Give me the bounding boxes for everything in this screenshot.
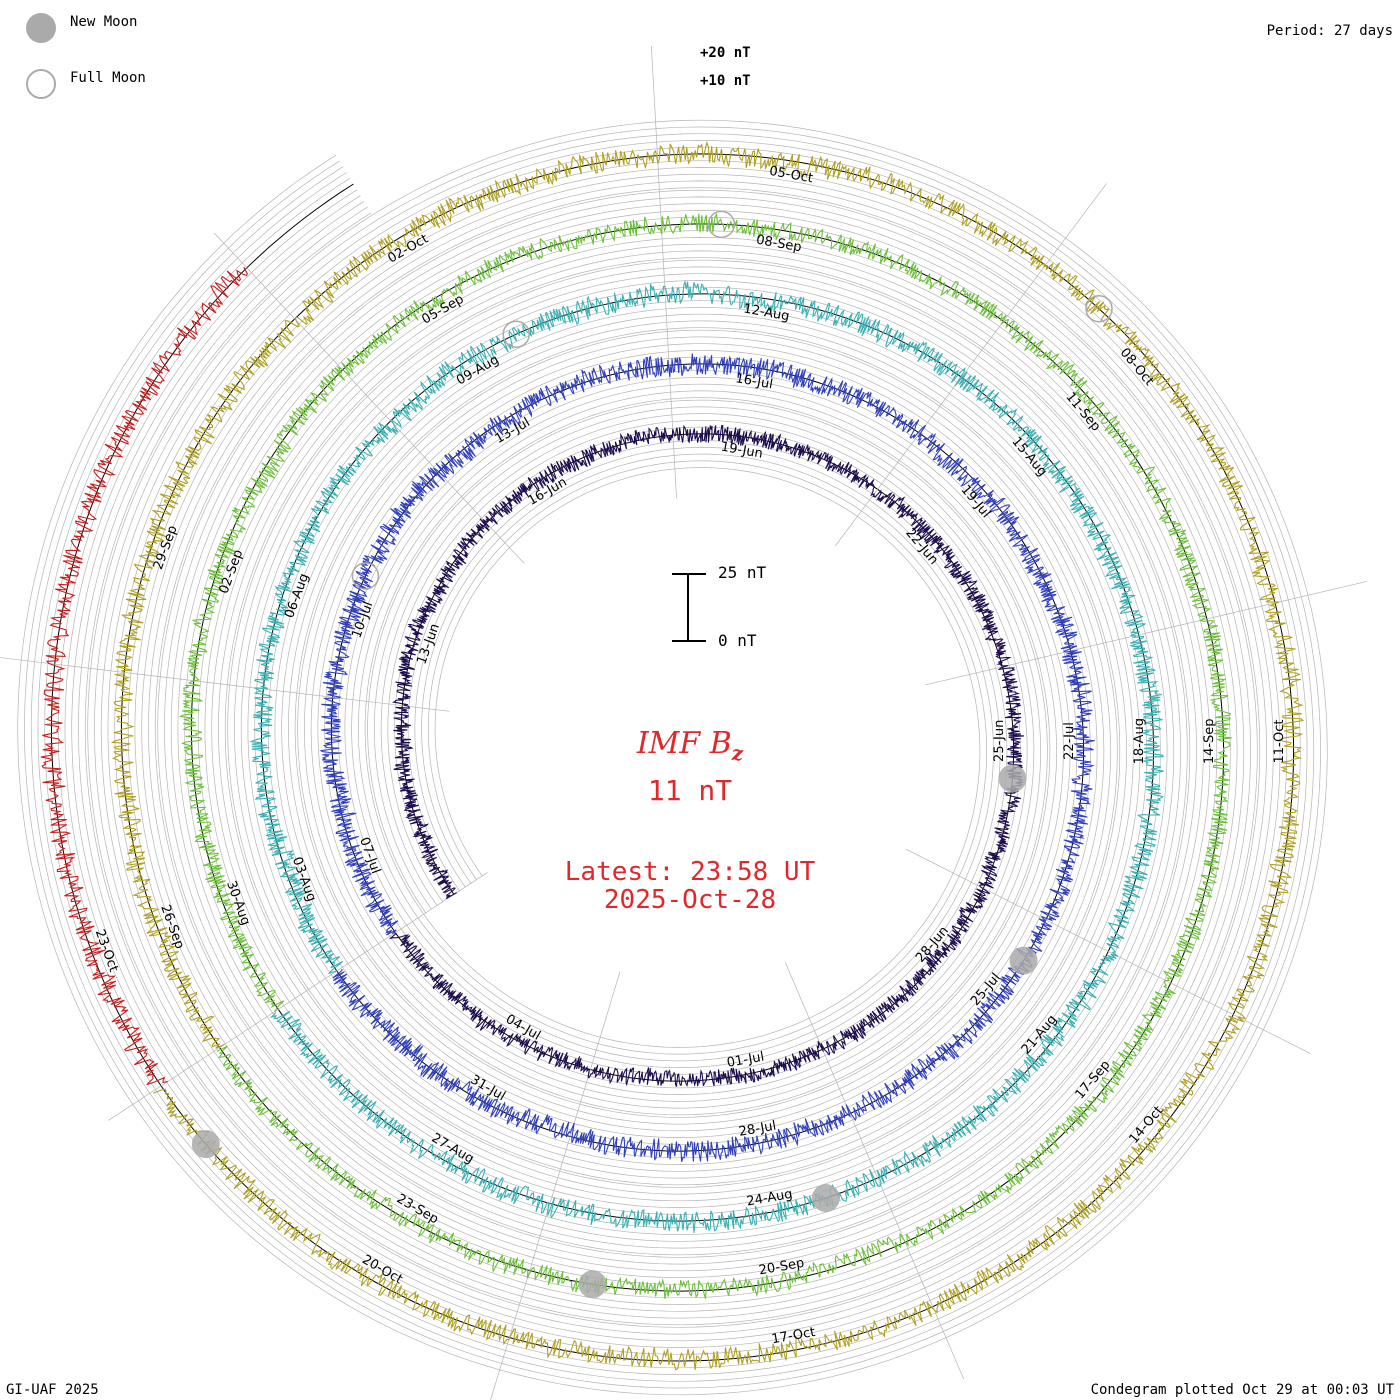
date-label: 02-Sep: [217, 548, 247, 596]
full-moon-marker: [1085, 294, 1113, 323]
radial-spoke: [651, 45, 677, 499]
latest-update: Latest: 23:58 UT 2025-Oct-28: [520, 858, 860, 914]
grid-spiral: [37, 140, 1308, 1375]
series-line-2: [319, 353, 1095, 1162]
credit-label: GI-UAF 2025: [6, 1382, 99, 1398]
grid-spiral: [78, 180, 1267, 1335]
ring-scale-label: +20 nT: [700, 45, 751, 61]
grid-spiral: [84, 187, 1261, 1328]
radial-spoke: [905, 848, 1311, 1054]
series-layer: [40, 140, 1304, 1371]
series-line-5: [110, 140, 1304, 1371]
radial-spoke: [0, 657, 450, 712]
date-label: 05-Oct: [768, 164, 814, 186]
radial-spoke: [834, 183, 1107, 547]
grid-spiral: [17, 119, 1328, 1396]
date-label: 21-Aug: [1019, 1012, 1060, 1057]
series-line-3: [249, 279, 1165, 1233]
current-value: 11 nT: [647, 774, 733, 807]
date-label: 24-Aug: [745, 1187, 793, 1210]
radial-spoke: [214, 232, 525, 564]
series-line-1: [388, 424, 1025, 1087]
legend-new-moon-icon: [26, 13, 56, 43]
grid-spiral: [44, 146, 1301, 1369]
new-moon-marker: [811, 1184, 840, 1213]
period-label: Period: 27 days: [1266, 23, 1393, 39]
radial-spoke: [490, 971, 621, 1400]
date-label: 18-Aug: [1132, 718, 1147, 764]
latest-date: 2025-Oct-28: [603, 885, 777, 915]
date-label: 13-Jul: [493, 415, 533, 447]
date-label: 27-Aug: [429, 1131, 477, 1167]
date-label: 05-Sep: [419, 292, 466, 328]
grid-spiral: [71, 173, 1274, 1342]
new-moon-marker: [578, 1270, 607, 1299]
parameter-title: IMF Bz: [560, 726, 820, 765]
date-label: 12-Aug: [742, 301, 790, 324]
date-label: 22-Jul: [1062, 722, 1077, 760]
legend-full-moon-label: Full Moon: [70, 70, 146, 86]
date-label: 11-Oct: [1272, 719, 1287, 763]
date-label: 28-Jul: [738, 1119, 778, 1140]
new-moon-marker: [191, 1130, 220, 1159]
grid-spiral: [64, 167, 1281, 1348]
date-label: 02-Oct: [385, 232, 431, 267]
date-label: 23-Oct: [92, 928, 121, 975]
date-label: 04-Jul: [503, 1012, 543, 1044]
parameter-subscript: z: [731, 741, 744, 765]
polar-grid: [0, 45, 1367, 1400]
radial-spoke: [784, 962, 965, 1380]
date-label: 14-Sep: [1202, 718, 1217, 764]
grid-spiral: [30, 133, 1315, 1382]
series-line-4: [179, 213, 1232, 1299]
date-label: 13-Jun: [414, 622, 443, 667]
scale-bottom-label: 0 nT: [718, 631, 757, 650]
scale-top-label: 25 nT: [718, 563, 767, 582]
date-labels: 13-Jun16-Jun19-Jun22-Jun25-Jun28-Jun01-J…: [92, 45, 1287, 1347]
moon-markers: [191, 210, 1113, 1299]
radial-spoke: [108, 872, 488, 1121]
full-moon-marker: [707, 210, 736, 239]
radial-spoke: [925, 581, 1367, 686]
full-moon-marker: [502, 320, 530, 348]
date-label: 17-Oct: [770, 1325, 816, 1347]
date-label: 01-Jul: [726, 1050, 766, 1071]
date-label: 16-Jul: [734, 371, 774, 392]
date-label: 25-Jun: [992, 720, 1007, 762]
plotted-timestamp: Condegram plotted Oct 29 at 00:03 UT: [1090, 1382, 1394, 1398]
date-label: 14-Oct: [1127, 1103, 1167, 1146]
legend-full-moon-icon: [26, 69, 56, 99]
scale-bar: [672, 573, 706, 642]
new-moon-marker: [998, 764, 1027, 793]
series-line-6: [40, 266, 248, 1086]
parameter-name: IMF B: [636, 726, 732, 761]
legend-new-moon-label: New Moon: [70, 14, 138, 30]
date-label: 19-Jun: [720, 440, 764, 462]
ring-scale-label: +10 nT: [700, 73, 751, 89]
latest-time: Latest: 23:58 UT: [564, 857, 816, 887]
grid-spiral: [24, 126, 1321, 1389]
full-moon-marker: [351, 562, 380, 590]
new-moon-marker: [1009, 946, 1038, 975]
